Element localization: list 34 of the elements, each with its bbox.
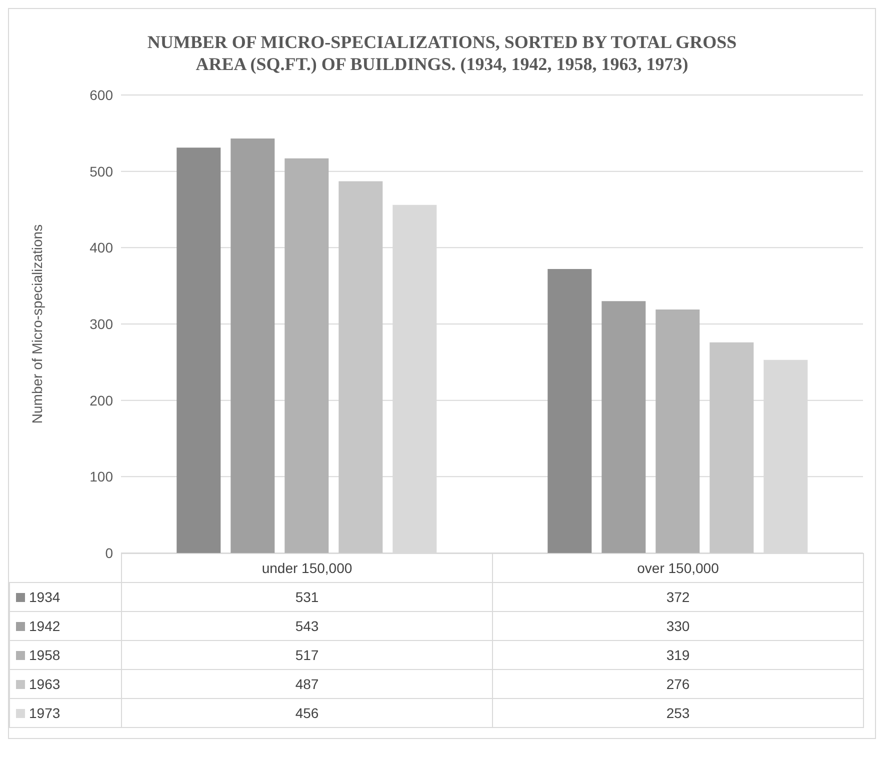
data-label: 253 xyxy=(492,698,864,728)
bar xyxy=(176,148,221,553)
bar xyxy=(548,269,592,553)
bar xyxy=(710,342,754,553)
bar xyxy=(338,181,383,553)
legend-label: 1942 xyxy=(10,612,122,640)
data-label: 330 xyxy=(492,612,864,640)
data-label: 487 xyxy=(122,670,492,698)
x-tick-label: under 150,000 xyxy=(122,554,492,582)
x-tick-label: over 150,000 xyxy=(492,554,864,582)
data-label: 531 xyxy=(122,582,492,612)
y-tick-label: 400 xyxy=(90,240,114,256)
legend-label: 1963 xyxy=(10,670,122,698)
y-tick-label: 500 xyxy=(90,163,114,180)
bar xyxy=(230,138,275,553)
data-label: 456 xyxy=(122,698,492,728)
y-axis-title: Number of Micro-specializations xyxy=(28,224,45,424)
y-tick-label: 100 xyxy=(90,468,114,485)
data-label: 543 xyxy=(122,612,492,640)
data-label: 276 xyxy=(492,670,864,698)
bar xyxy=(656,309,700,553)
y-tick-label: 200 xyxy=(90,392,114,408)
y-tick-label: 600 xyxy=(90,86,114,103)
chart-title: NUMBER OF MICRO-SPECIALIZATIONS, SORTED BY TOTAL GROSS AREA (SQ.FT.) OF BUILDINGS. (1934, 1942, 1958, 1963, 1973) xyxy=(146,31,738,75)
bar xyxy=(602,301,646,553)
legend-label: 1934 xyxy=(10,582,122,612)
data-label: 517 xyxy=(122,640,492,670)
bar xyxy=(284,158,329,553)
legend-label: 1973 xyxy=(10,698,122,728)
data-label: 319 xyxy=(492,640,864,670)
y-tick-label: 300 xyxy=(90,316,114,332)
data-label: 372 xyxy=(492,582,864,612)
legend-label: 1958 xyxy=(10,640,122,670)
y-tick-label: 0 xyxy=(105,544,114,561)
